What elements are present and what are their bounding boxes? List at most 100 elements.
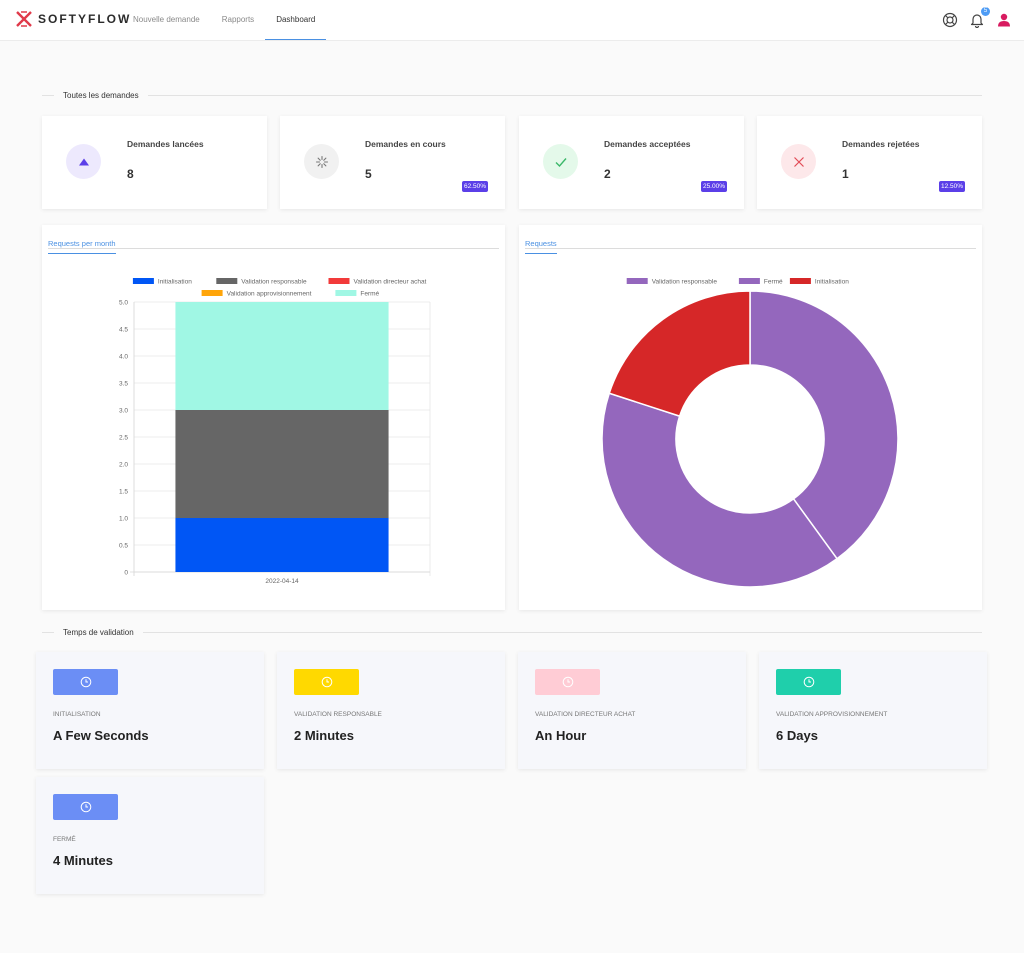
bar-chart-tabbar: Requests per month [48,233,499,254]
y-tick-label: 1.5 [119,489,128,496]
validation-duration: A Few Seconds [53,728,149,743]
close-icon [781,144,816,179]
legend-swatch [328,278,350,284]
clock-button[interactable] [53,669,118,695]
validation-step-label: INITIALISATION [53,711,101,718]
stat-value: 2 [604,167,611,181]
validation-step-label: VALIDATION DIRECTEUR ACHAT [535,711,636,718]
legend-label: Initialisation [158,279,192,286]
legend-swatch [132,278,154,284]
validation-duration: 6 Days [776,728,818,743]
nav-rapports[interactable]: Rapports [221,15,255,24]
section-validation-time-title: Temps de validation [63,627,134,637]
legend-label: Fermé [764,279,783,286]
help-lifebuoy-icon[interactable] [941,11,958,28]
validation-duration: 2 Minutes [294,728,354,743]
y-tick-label: 5.0 [119,300,128,307]
donut-chart-tabbar: Requests [525,233,976,254]
legend-swatch [626,278,648,284]
tab-requests[interactable]: Requests [525,238,557,254]
bar-chart-card: Requests per month Initialisation Validat… [42,225,505,610]
clock-button[interactable] [776,669,841,695]
legend-swatch [335,290,357,296]
y-tick-label: 2.5 [119,435,128,442]
stat-card-in-progress: Demandes en cours 5 62.50% [280,116,505,209]
section-all-requests-title: Toutes les demandes [63,90,139,100]
y-tick-label: 2.0 [119,462,128,469]
validation-step-label: VALIDATION APPROVISIONNEMENT [776,711,888,718]
stat-label: Demandes en cours [365,139,446,149]
legend-swatch [789,278,811,284]
validation-time-card: VALIDATION DIRECTEUR ACHAT An Hour [518,652,746,769]
nav-dashboard[interactable]: Dashboard [265,0,327,40]
bar-segment [175,302,389,410]
y-tick-label: 0 [124,570,128,577]
validation-duration: 4 Minutes [53,853,113,868]
logo-text: SOFTYFLOW [38,12,132,26]
stat-label: Demandes rejetées [842,139,920,149]
validation-time-card: FERMÉ 4 Minutes [36,777,264,894]
clock-button[interactable] [294,669,359,695]
y-tick-label: 4.0 [119,354,128,361]
triangle-up-icon [66,144,101,179]
validation-step-label: FERMÉ [53,836,76,843]
validation-step-label: VALIDATION RESPONSABLE [294,711,382,718]
stat-percentage-badge: 25.00% [700,181,727,192]
donut-slice [608,290,751,418]
stat-value: 8 [127,167,134,181]
donut-slice [601,392,839,588]
clock-icon [80,676,91,688]
x-tick-label: 2022-04-14 [265,578,299,585]
legend-label: Fermé [360,291,379,298]
legend-label: Validation responsable [241,279,307,286]
donut-slice [749,290,899,560]
donut-chart-card: Requests Validation responsable Fermé Init… [519,225,982,610]
clock-button[interactable] [535,669,600,695]
y-tick-label: 3.5 [119,381,128,388]
stat-card-launched: Demandes lancées 8 [42,116,267,209]
stat-value: 1 [842,167,849,181]
legend-label: Validation approvisionnement [227,291,312,298]
section-validation-time: Temps de validation [42,625,982,639]
legend-label: Validation responsable [652,279,718,286]
stat-card-rejected: Demandes rejetées 1 12.50% [757,116,982,209]
y-tick-label: 4.5 [119,327,128,334]
clock-icon [562,676,573,688]
stat-value: 5 [365,167,372,181]
tab-requests-per-month[interactable]: Requests per month [48,238,116,254]
validation-duration: An Hour [535,728,587,743]
clock-icon [80,801,91,813]
legend-swatch [216,278,238,284]
bar-segment [175,410,389,518]
y-tick-label: 3.0 [119,408,128,415]
softyflow-logo-icon [16,11,32,27]
header-actions: 5 [941,7,1012,28]
donut-chart: Validation responsable Fermé Initialisatio… [601,278,899,588]
stat-card-accepted: Demandes acceptées 2 25.00% [519,116,744,209]
bar-segment [175,518,389,572]
bar-chart: Initialisation Validation responsable Vali… [119,278,431,585]
logo[interactable]: SOFTYFLOW [16,11,131,27]
y-tick-label: 1.0 [119,516,128,523]
y-tick-label: 0.5 [119,543,128,550]
user-avatar-icon[interactable] [995,11,1012,28]
validation-time-card: INITIALISATION A Few Seconds [36,652,264,769]
clock-icon [803,676,814,688]
stat-percentage-badge: 62.50% [461,181,488,192]
top-navbar: SOFTYFLOW Nouvelle demande Rapports Dash… [0,0,1024,41]
stat-label: Demandes acceptées [604,139,691,149]
nav-nouvelle-demande[interactable]: Nouvelle demande [133,15,200,24]
validation-time-card: VALIDATION RESPONSABLE 2 Minutes [277,652,505,769]
legend-swatch [738,278,760,284]
legend-swatch [201,290,223,296]
clock-icon [321,676,332,688]
main-nav: Nouvelle demande Rapports Dashboard [122,0,327,40]
clock-button[interactable] [53,794,118,820]
legend-label: Validation directeur achat [354,279,427,286]
section-all-requests: Toutes les demandes [42,88,982,102]
stat-percentage-badge: 12.50% [938,181,965,192]
notification-bell-icon[interactable]: 5 [968,7,990,28]
check-icon [543,144,578,179]
stat-label: Demandes lancées [127,139,204,149]
notification-count-badge: 5 [981,7,990,16]
